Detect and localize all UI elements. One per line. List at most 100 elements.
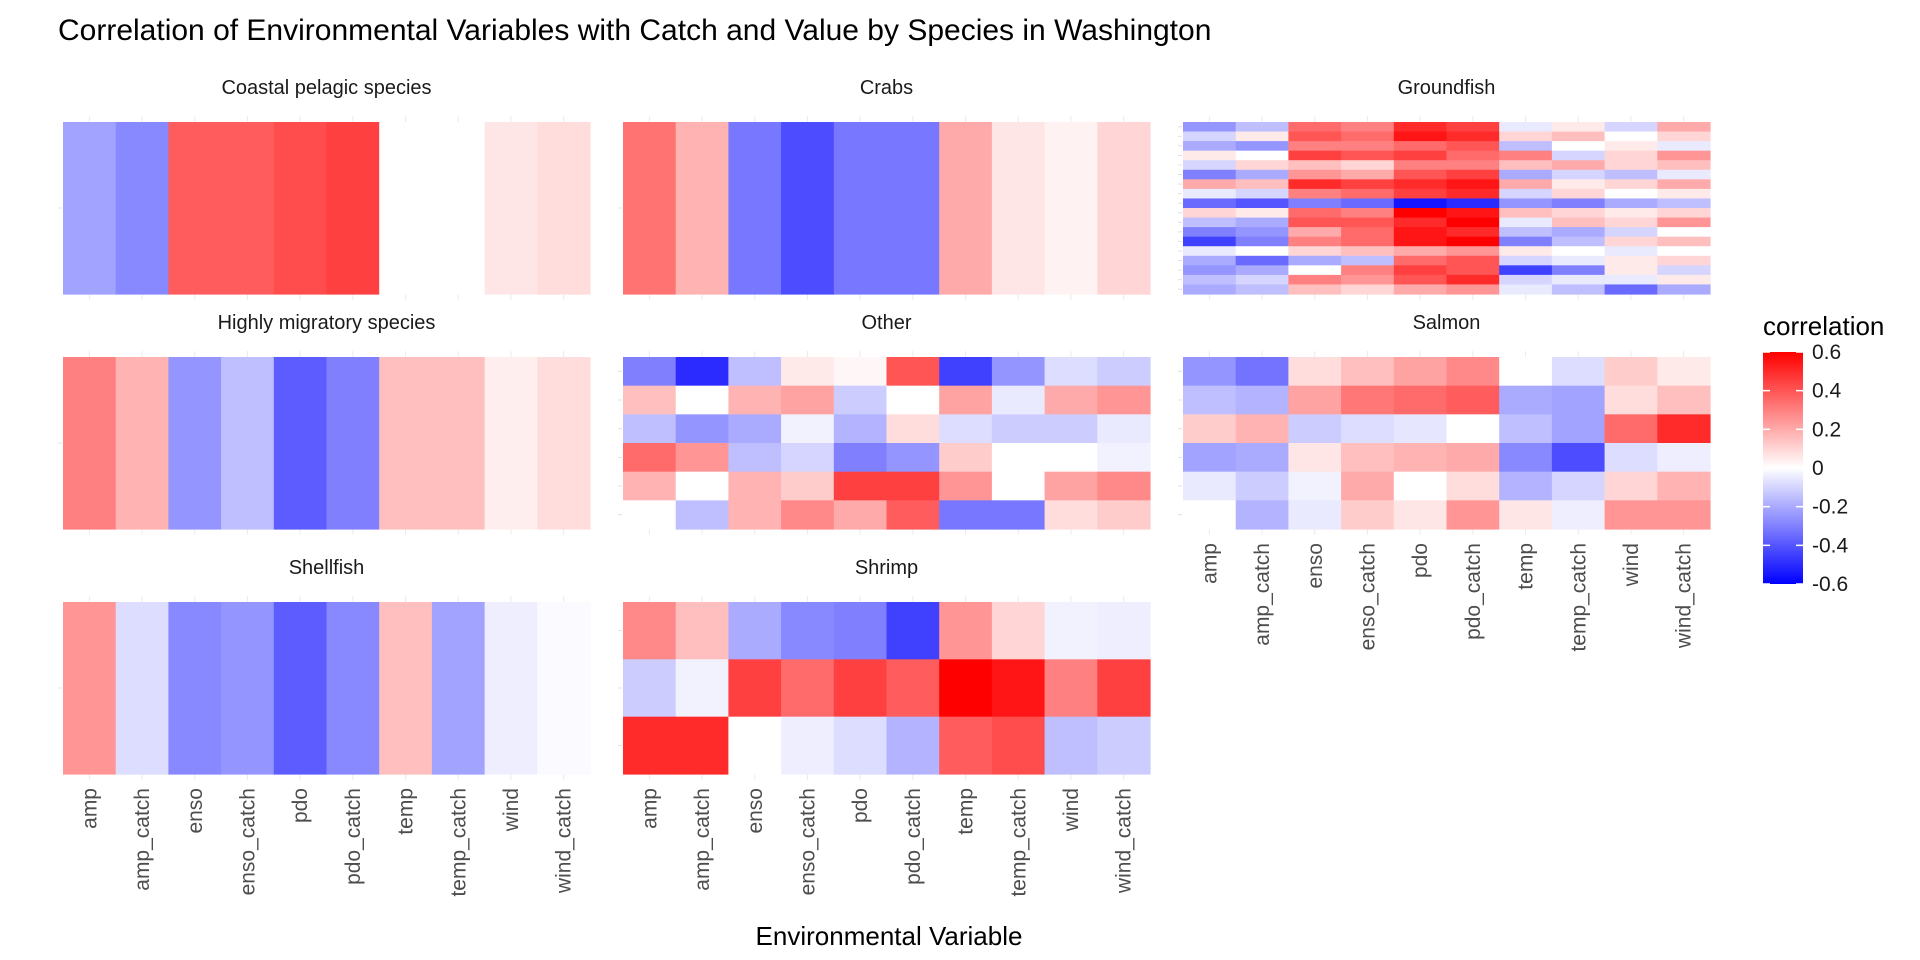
heatmap-cell [675,414,729,444]
heatmap-cell [1341,227,1395,238]
heatmap-cell [168,602,222,775]
heatmap-cell [728,122,782,295]
heatmap-cell [1097,716,1151,775]
heatmap-cell [1341,169,1395,180]
heatmap-cell [1499,217,1553,228]
heatmap-cell [1604,443,1658,473]
legend-label: 0 [1812,457,1824,480]
x-tick-label: pdo [289,788,312,823]
heatmap-cell [1551,236,1606,247]
heatmap-cell [1393,236,1448,247]
heatmap-cell [1657,357,1711,387]
heatmap-cell [1097,443,1151,473]
heatmap-cell [1393,255,1448,266]
x-tick-label: amp_catch [131,788,154,891]
heatmap-cell [1235,169,1289,180]
heatmap-cell [1393,141,1448,152]
heatmap-cell [1551,208,1606,219]
heatmap-cell [1044,385,1098,415]
heatmap-cell [1446,169,1500,180]
heatmap-cell [484,357,538,530]
heatmap-cell [1288,357,1342,387]
heatmap-cell [379,602,433,775]
heatmap-cell [728,500,782,530]
heatmap-cell [1446,274,1500,286]
heatmap-cell [1446,198,1500,209]
heatmap-cell [326,357,380,530]
heatmap-cell [1657,141,1711,152]
heatmap-cell [1657,500,1711,530]
heatmap-cell [728,471,782,501]
heatmap-cell [1499,274,1553,286]
heatmap-cell [886,602,940,660]
heatmap-cell [1393,357,1448,387]
heatmap-cell [1341,357,1395,387]
heatmap-cell [675,122,729,295]
heatmap-cell [1341,150,1395,161]
heatmap-cell [1657,414,1711,444]
heatmap-cell [221,357,275,530]
heatmap-cell [991,602,1046,660]
heatmap-cell [1235,265,1289,276]
heatmap-cell [1183,236,1237,247]
x-tick-label: enso_catch [1356,543,1379,650]
heatmap-cell [1393,217,1448,228]
heatmap-cell [1551,122,1606,133]
heatmap-cell [1499,357,1553,387]
heatmap-cell [991,659,1046,718]
heatmap-cell [1288,141,1342,152]
heatmap-cell [1393,131,1448,142]
heatmap-cell [1446,284,1500,295]
heatmap-cell [63,122,117,295]
heatmap-cell [1235,414,1289,444]
heatmap-cell [675,659,729,718]
heatmap-cell [939,659,993,718]
heatmap-cell [1499,188,1553,200]
heatmap-cell [1446,265,1500,276]
heatmap-cell [991,471,1046,501]
heatmap-cell [1499,169,1553,180]
heatmap-cell [1604,169,1658,180]
heatmap-cell [63,602,117,775]
legend-label: -0.6 [1812,573,1848,596]
x-tick-label: amp_catch [691,788,714,891]
x-tick-label: temp_catch [1007,788,1030,897]
heatmap-cell [1446,385,1500,415]
heatmap-cell [1604,414,1658,444]
heatmap-cell [886,500,940,530]
heatmap-cell [1657,150,1711,161]
facet-title-groundfish: Groundfish [1398,77,1496,99]
heatmap-cell [1183,188,1237,200]
heatmap-cell [939,602,993,660]
heatmap-cell [1499,284,1553,295]
heatmap-cell [1551,500,1606,530]
heatmap-cell [1288,217,1342,228]
heatmap-cell [1446,208,1500,219]
heatmap-cell [1183,122,1237,133]
heatmap-cell [1657,274,1711,286]
heatmap-cell [1235,141,1289,152]
heatmap-cell [1657,179,1711,190]
heatmap-cell [1604,131,1658,142]
x-tick-label: amp [638,788,661,829]
heatmap-cell [675,602,729,660]
heatmap-cell [1183,357,1237,387]
heatmap-cell [939,471,993,501]
heatmap-cell [1604,198,1658,209]
heatmap-cell [115,602,169,775]
heatmap-cell [1393,160,1448,171]
heatmap-cell [1235,385,1289,415]
heatmap-cell [1551,284,1606,295]
heatmap-cell [1183,443,1237,473]
heatmap-cell [1393,188,1448,200]
heatmap-cell [991,357,1046,387]
heatmap-cell [1044,357,1098,387]
heatmap-cell [1499,122,1553,133]
heatmap-cell [1288,122,1342,133]
heatmap-cell [1235,217,1289,228]
heatmap-cell [1288,265,1342,276]
heatmap-cell [1446,131,1500,142]
heatmap-cell [1341,236,1395,247]
heatmap-cell [1551,150,1606,161]
